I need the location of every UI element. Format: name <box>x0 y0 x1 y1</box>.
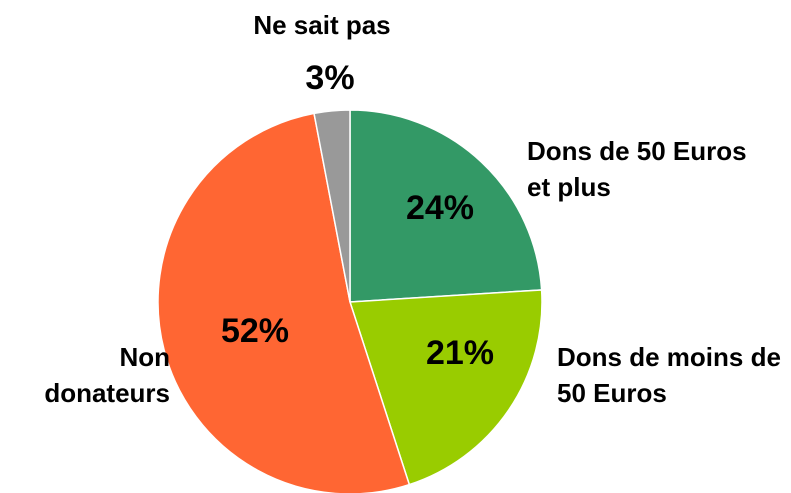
value-label: 52% <box>221 312 289 350</box>
category-label: Ne sait pas <box>253 10 391 40</box>
category-label: Dons de 50 Euros et plus <box>527 136 747 202</box>
pie-slice <box>157 112 411 493</box>
pie-slice <box>349 109 543 303</box>
pie-slice <box>348 289 543 486</box>
pie-slice <box>313 109 351 303</box>
category-label: Non donateurs <box>44 342 170 408</box>
value-label: 24% <box>406 189 474 227</box>
value-label: 3% <box>305 59 354 97</box>
category-label: Dons de moins de 50 Euros <box>557 342 781 408</box>
value-label: 21% <box>426 334 494 372</box>
